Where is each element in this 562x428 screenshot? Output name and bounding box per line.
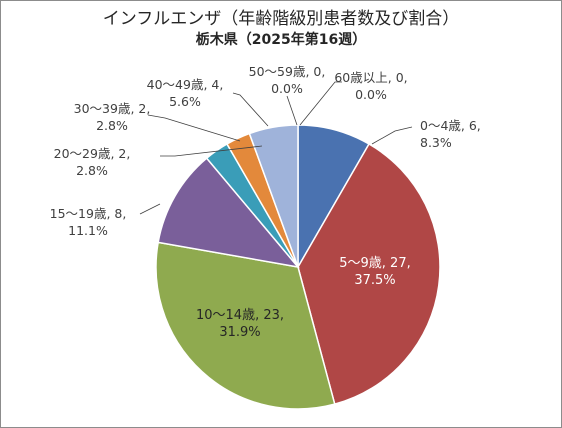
leader-line-4 <box>139 203 161 215</box>
chart-title: インフルエンザ（年齢階級別患者数及び割合） <box>102 9 460 29</box>
data-label-3: 10～14歳, 23, 31.9% <box>196 308 284 340</box>
pie-slice-4 <box>157 157 300 269</box>
data-label-1: 0～4歳, 6, 8.3% <box>420 118 481 150</box>
leader-line-6 <box>147 114 241 142</box>
data-label-7: 40～49歳, 4, 5.6% <box>147 77 224 109</box>
pie-slice-2 <box>297 142 441 406</box>
data-label-2: 5～9歳, 27, 37.5% <box>339 256 410 288</box>
data-label-8: 50～59歳, 0, 0.0% <box>249 64 326 96</box>
pie-slice-7 <box>248 124 299 268</box>
data-label-4: 15～19歳, 8, 11.1% <box>50 206 127 238</box>
leader-line-7 <box>232 92 269 127</box>
leader-line-5 <box>160 145 263 157</box>
pie-slice-3 <box>155 241 336 410</box>
data-label-6: 30～39歳, 2, 2.8% <box>74 101 151 133</box>
data-label-9: 60歳以上, 0, 0.0% <box>334 70 407 102</box>
leader-line-9 <box>299 81 342 126</box>
leader-line-8 <box>286 95 298 126</box>
chart-subtitle: 栃木県（2025年第16週） <box>195 32 367 48</box>
data-label-5: 20～29歳, 2, 2.8% <box>54 146 131 178</box>
leader-line-1 <box>371 126 413 145</box>
